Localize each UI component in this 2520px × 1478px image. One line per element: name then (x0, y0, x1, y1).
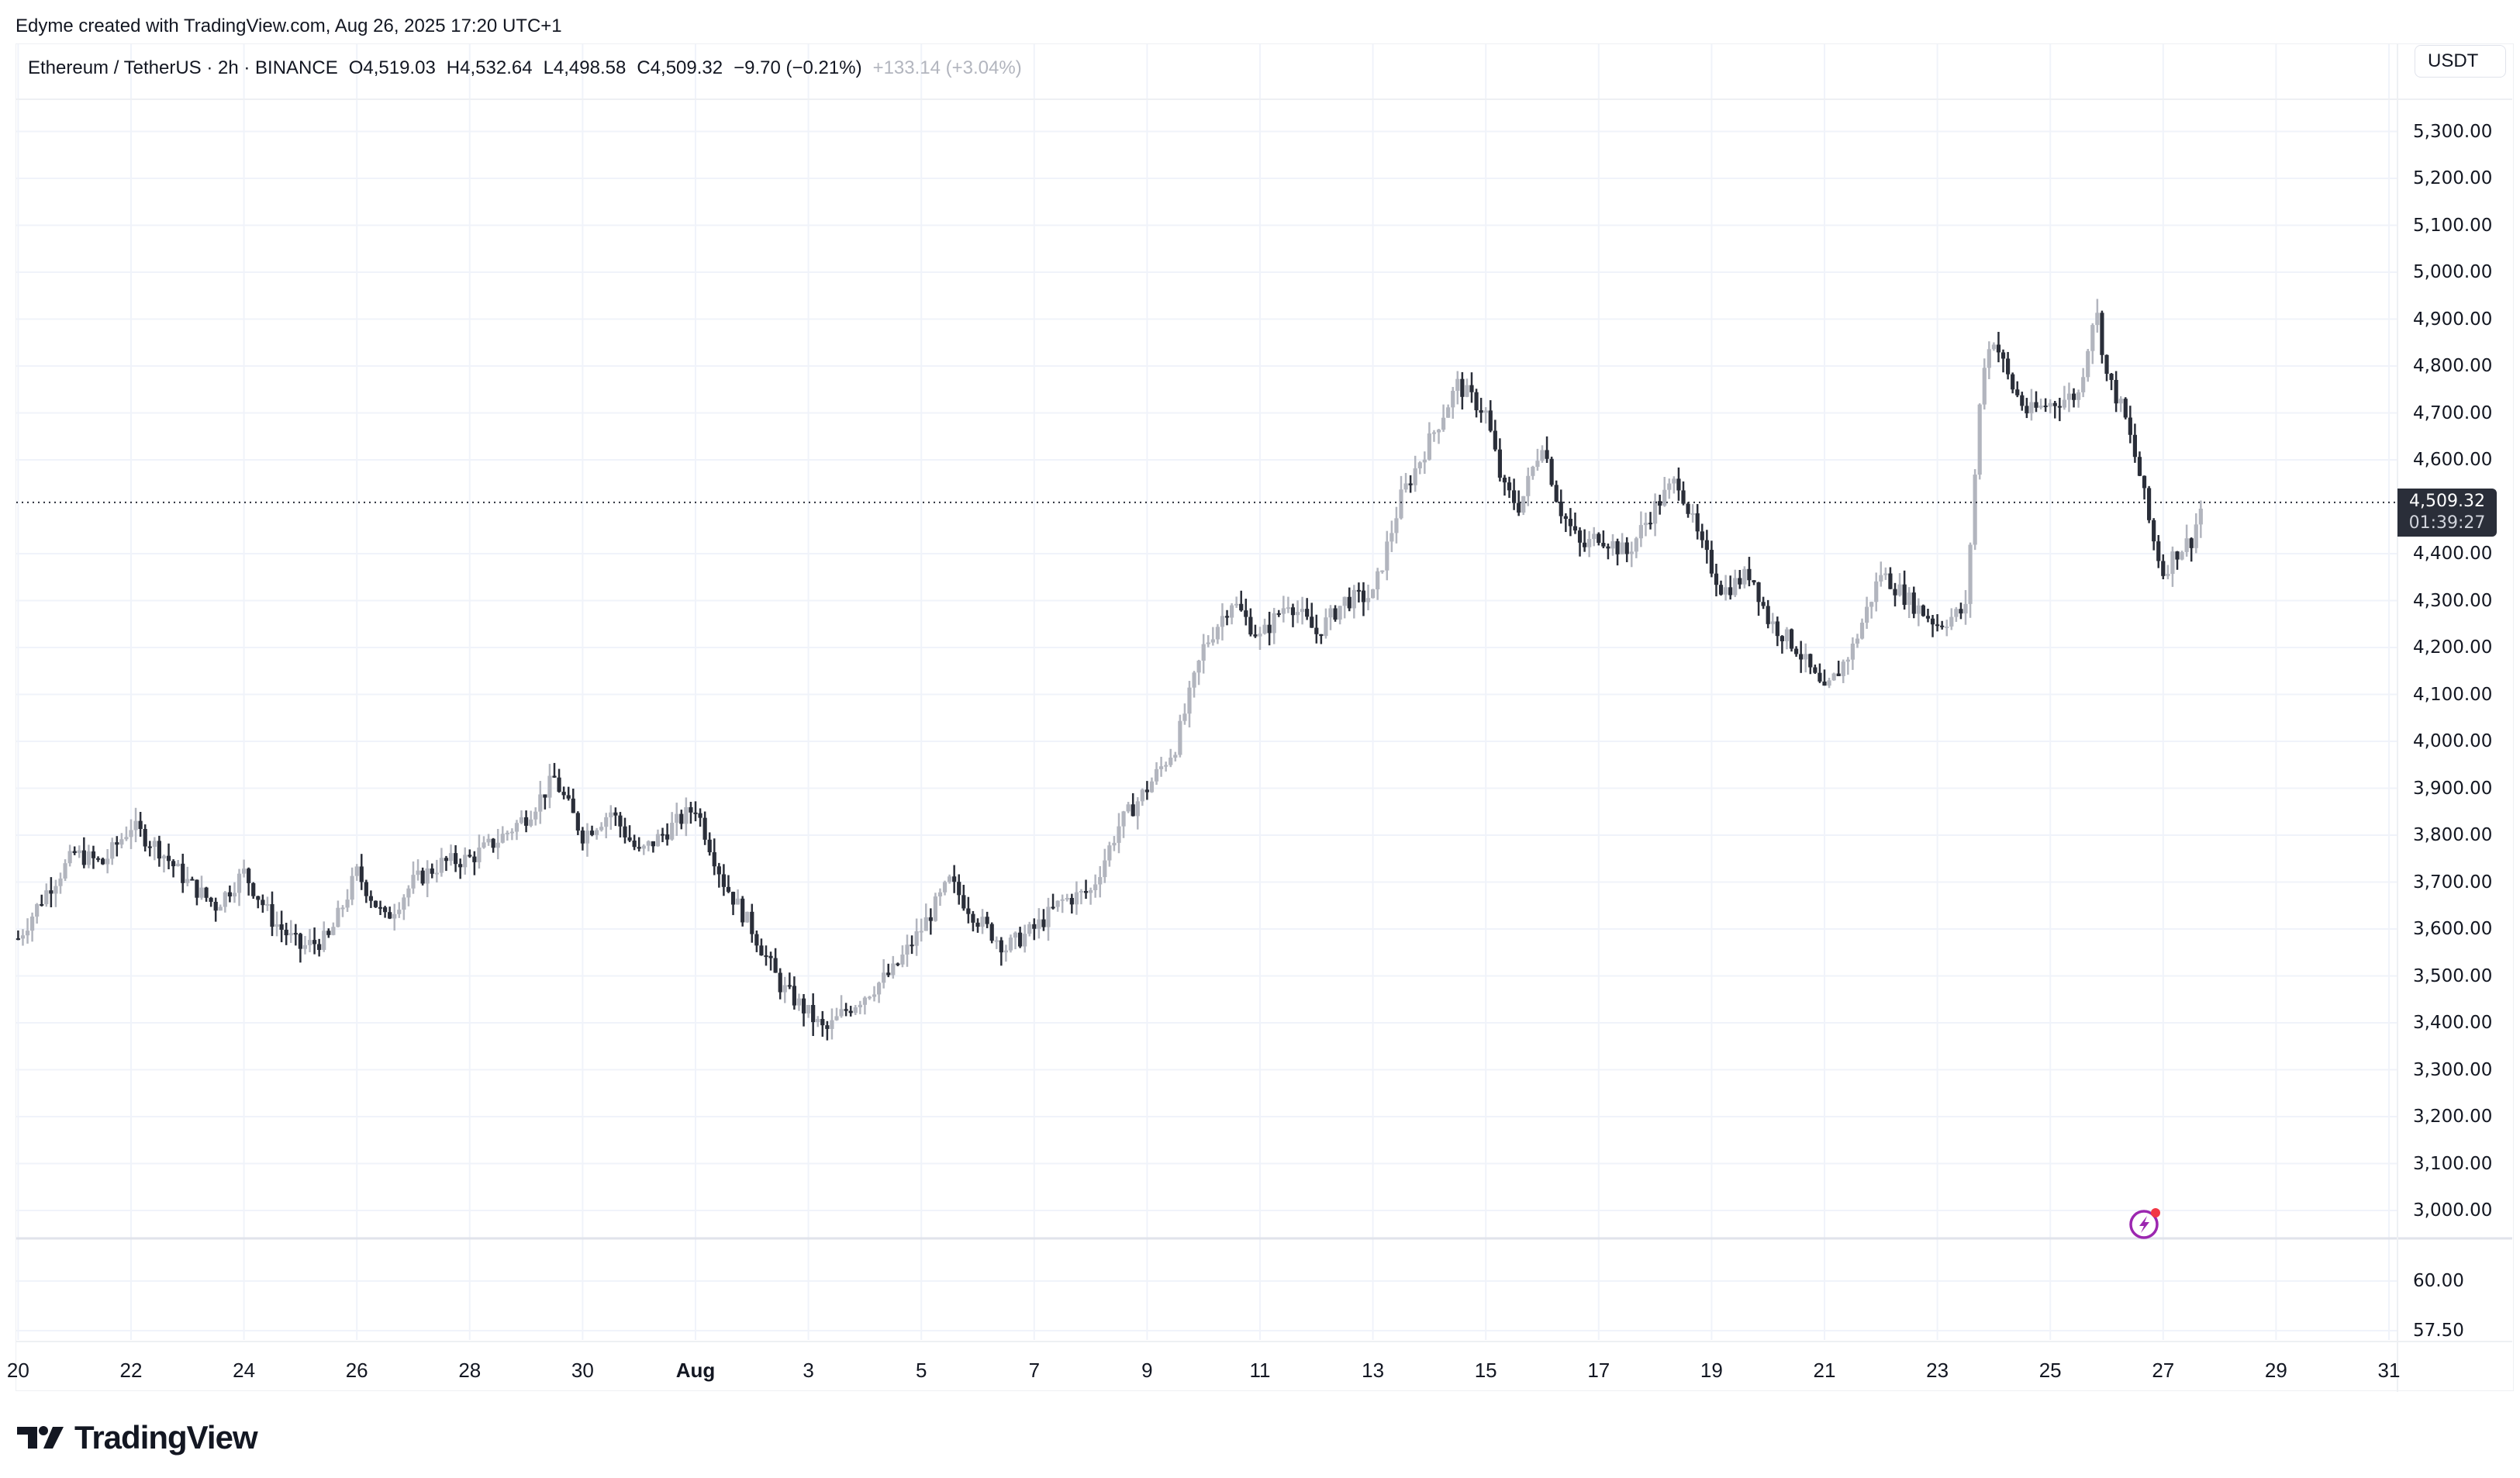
price-axis-label: 3,900.00 (2413, 778, 2493, 799)
time-axis-label: 27 (2152, 1359, 2175, 1382)
last-price-tag: 4,509.32 01:39:27 (2397, 488, 2497, 537)
price-axis-label: 5,100.00 (2413, 215, 2493, 236)
time-axis-label: 22 (119, 1359, 143, 1382)
price-axis-label: 3,100.00 (2413, 1153, 2493, 1174)
price-axis-label: 4,800.00 (2413, 356, 2493, 376)
legend-low: L4,498.58 (543, 57, 627, 78)
indicator-axis-label: 60.00 (2413, 1271, 2464, 1291)
time-axis-label: 24 (233, 1359, 256, 1382)
time-axis-label: 29 (2264, 1359, 2287, 1382)
price-axis-label: 4,600.00 (2413, 450, 2493, 470)
time-axis-label: 11 (1249, 1359, 1271, 1382)
chart-frame (16, 43, 2514, 1391)
symbol-legend: Ethereum / TetherUS · 2h · BINANCE O4,51… (28, 57, 1022, 79)
price-axis-label: 3,200.00 (2413, 1107, 2493, 1127)
legend-open: O4,519.03 (348, 57, 436, 78)
time-axis-label: 25 (2038, 1359, 2062, 1382)
price-axis-label: 3,300.00 (2413, 1059, 2493, 1080)
bar-countdown: 01:39:27 (2408, 513, 2486, 533)
price-axis-label: 3,700.00 (2413, 872, 2493, 893)
time-axis-label: 3 (803, 1359, 814, 1382)
time-axis-label: 13 (1362, 1359, 1385, 1382)
price-axis-label: 5,300.00 (2413, 121, 2493, 142)
time-axis-label: 5 (915, 1359, 927, 1382)
price-axis-label: 4,400.00 (2413, 544, 2493, 564)
time-axis-label: 21 (1813, 1359, 1836, 1382)
price-axis-label: 5,200.00 (2413, 168, 2493, 188)
lightning-alert-icon[interactable] (2128, 1206, 2163, 1240)
price-axis-label: 5,000.00 (2413, 262, 2493, 282)
price-axis-label: 3,800.00 (2413, 825, 2493, 845)
legend-change: −9.70 (−0.21%) (734, 57, 862, 78)
legend-high: H4,532.64 (446, 57, 533, 78)
time-axis-label: 31 (2377, 1359, 2401, 1382)
price-axis-label: 4,000.00 (2413, 731, 2493, 751)
price-axis-label: 4,200.00 (2413, 637, 2493, 658)
price-axis-label: 4,100.00 (2413, 684, 2493, 705)
time-axis-label: 15 (1474, 1359, 1497, 1382)
price-axis-label: 4,300.00 (2413, 590, 2493, 611)
price-axis-label: 3,000.00 (2413, 1200, 2493, 1221)
price-axis-label: 3,600.00 (2413, 919, 2493, 939)
indicator-axis-label: 57.50 (2413, 1321, 2464, 1341)
time-axis-label: 19 (1700, 1359, 1723, 1382)
price-axis-label: 4,700.00 (2413, 402, 2493, 423)
legend-range-change: +133.14 (+3.04%) (872, 57, 1022, 78)
logo-text: TradingView (74, 1419, 258, 1456)
candlestick-series (16, 299, 2203, 1041)
tradingview-logo[interactable]: TradingView (17, 1419, 258, 1456)
time-axis-label: Aug (675, 1359, 716, 1382)
notification-dot (2151, 1208, 2160, 1217)
time-axis-label: 30 (571, 1359, 594, 1382)
currency-button[interactable]: USDT (2415, 45, 2506, 78)
price-axis-label: 3,400.00 (2413, 1013, 2493, 1033)
time-axis-label: 20 (6, 1359, 29, 1382)
time-axis-label: 26 (345, 1359, 368, 1382)
time-axis-label: 23 (1926, 1359, 1949, 1382)
time-axis-label: 17 (1587, 1359, 1610, 1382)
price-axis-label: 3,500.00 (2413, 965, 2493, 986)
last-price-value: 4,509.32 (2409, 491, 2485, 511)
chart-credit: Edyme created with TradingView.com, Aug … (16, 16, 562, 36)
time-axis-label: 9 (1141, 1359, 1153, 1382)
price-axis-label: 4,900.00 (2413, 309, 2493, 330)
legend-symbol[interactable]: Ethereum / TetherUS · 2h · BINANCE (28, 57, 338, 78)
tradingview-logo-icon (17, 1426, 64, 1449)
time-axis-label: 7 (1028, 1359, 1041, 1382)
time-axis-label: 28 (458, 1359, 482, 1382)
legend-close: C4,509.32 (637, 57, 723, 78)
